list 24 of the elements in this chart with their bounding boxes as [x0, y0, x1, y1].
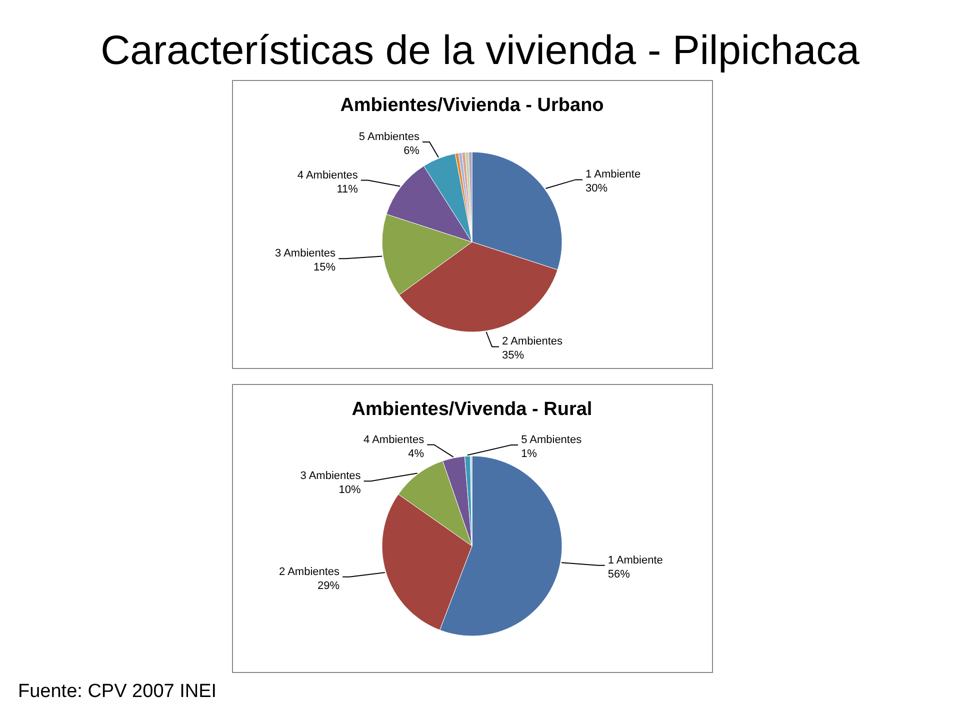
slice-label: 5 Ambientes: [358, 131, 420, 144]
slice-label: 2 Ambientes: [279, 566, 340, 578]
data-label: 4%: [408, 448, 424, 460]
slice-label: 4 Ambientes: [364, 434, 425, 446]
data-label: 6%: [404, 145, 420, 158]
text: Características de la vivienda - Pilpichaca: [100, 27, 860, 73]
slice-label: 1 Ambiente: [608, 554, 663, 566]
data-label: 30%: [586, 182, 608, 195]
slice-label: 1 Ambiente: [586, 168, 641, 181]
slice-label: 4 Ambientes: [297, 169, 358, 182]
data-label: 11%: [336, 183, 358, 196]
data-label: 10%: [338, 484, 362, 496]
data-label: 56%: [608, 568, 630, 580]
slice-label: 2 Ambientes: [502, 336, 564, 348]
data-label: 15%: [314, 262, 336, 274]
chart-title: Ambientes/Vivenda - Rural: [352, 399, 592, 420]
source-note: Fuente: CPV 2007 INEI: [18, 681, 217, 702]
slice-label: 3 Ambientes: [300, 470, 362, 482]
slice-label: 5 Ambientes: [521, 434, 582, 446]
chart-title: Ambientes/Vivienda - Urbano: [340, 95, 604, 116]
slice-label: 3 Ambientes: [275, 248, 336, 260]
data-label: 29%: [318, 580, 340, 592]
data-label: 35%: [502, 350, 524, 362]
data-label: 1%: [521, 448, 538, 460]
